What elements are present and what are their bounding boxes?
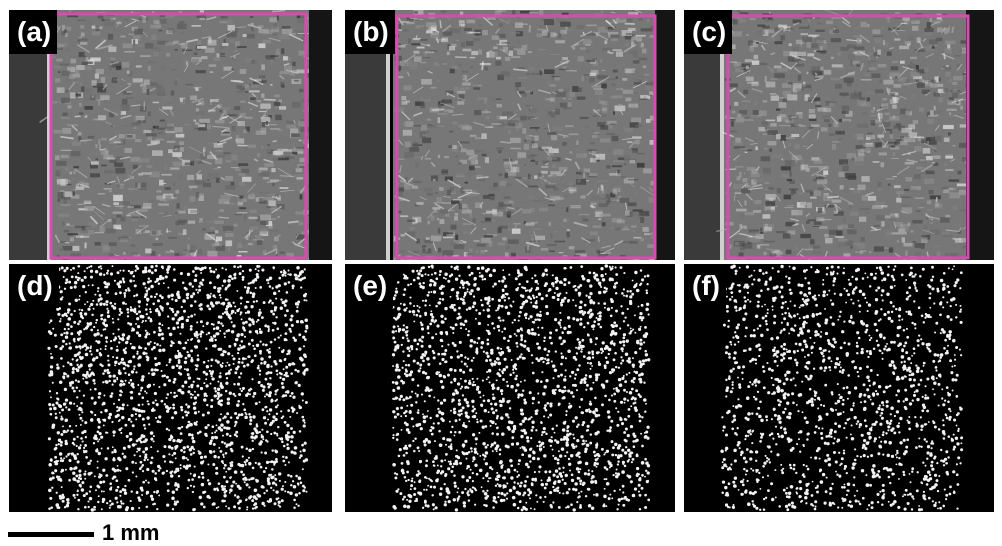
sem-panel-a: (a) xyxy=(9,10,332,260)
panel-label-e: (e) xyxy=(345,264,394,308)
map-panel-d: (d) xyxy=(9,264,332,512)
sem-panel-c: (c) xyxy=(684,10,994,260)
panel-label-f: (f) xyxy=(684,264,726,308)
panel-label-d: (d) xyxy=(9,264,59,308)
panel-label-a: (a) xyxy=(9,10,58,54)
map-image-e xyxy=(345,264,675,512)
map-panel-e: (e) xyxy=(345,264,675,512)
map-image-f xyxy=(684,264,994,512)
panel-label-b: (b) xyxy=(345,10,395,54)
sem-image-b xyxy=(345,10,675,260)
sem-image-a xyxy=(9,10,332,260)
sem-panel-b: (b) xyxy=(345,10,675,260)
scale-bar-label: 1 mm xyxy=(102,520,160,545)
map-image-d xyxy=(9,264,332,512)
map-panel-f: (f) xyxy=(684,264,994,512)
panel-label-c: (c) xyxy=(684,10,733,54)
scale-bar xyxy=(8,532,94,537)
